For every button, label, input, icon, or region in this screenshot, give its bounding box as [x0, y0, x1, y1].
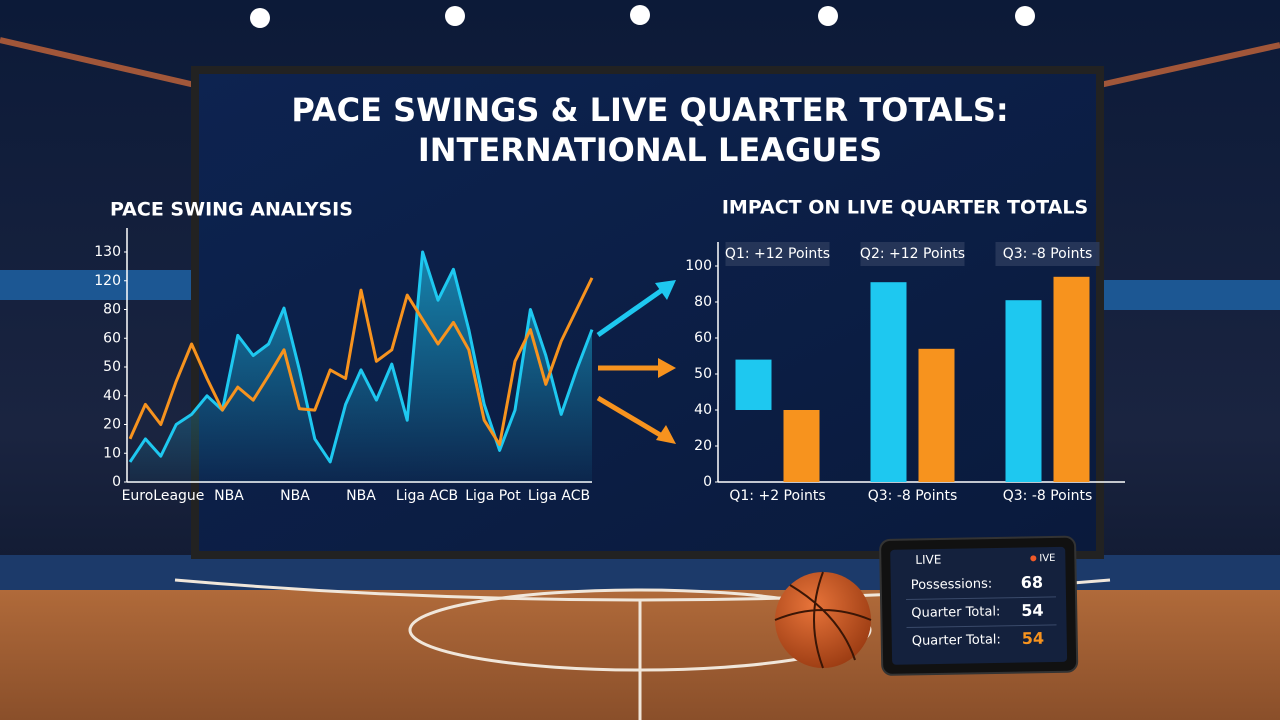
live-dot [1030, 555, 1037, 562]
x-tick-label: EuroLeague [122, 488, 205, 504]
y-tick-label: 20 [694, 438, 712, 454]
tablet-divider [906, 624, 1057, 629]
ceiling-lights [250, 5, 1035, 28]
basketball-seams [774, 571, 872, 669]
tablet-label: Possessions: [911, 577, 993, 593]
tablet-divider [906, 596, 1057, 601]
tablet-label: Quarter Total: [912, 632, 1001, 649]
y-tick-label: 120 [94, 273, 121, 289]
arena-band [0, 270, 195, 300]
y-tick-label: 0 [703, 474, 712, 490]
annotation: Q3: -8 Points [1003, 246, 1093, 262]
series-area [130, 252, 592, 482]
annotation-box [860, 242, 965, 266]
y-tick-label: 100 [685, 258, 712, 274]
chart-title: PACE SWING ANALYSIS [110, 199, 353, 221]
basketball [775, 572, 871, 668]
annotation: Q2: +12 Points [860, 246, 965, 262]
y-tick-label: 80 [103, 302, 121, 318]
arena-band [1100, 280, 1280, 310]
arena-light-strip [0, 37, 1280, 88]
x-tick-label: Q3: -8 Points [1003, 488, 1093, 504]
x-tick-label: Liga ACB [528, 488, 590, 504]
x-tick-label: NBA [346, 488, 376, 504]
title-line: PACE SWINGS & LIVE QUARTER TOTALS: [291, 91, 1008, 129]
bar [783, 410, 820, 482]
x-tick-label: NBA [214, 488, 244, 504]
tablet-value: 54 [1021, 601, 1044, 620]
title-line: INTERNATIONAL LEAGUES [418, 131, 882, 169]
tablet-value: 68 [1021, 573, 1044, 592]
flow-arrows [596, 280, 676, 444]
annotation-box [725, 242, 830, 266]
tablet-value: 54 [1022, 629, 1045, 648]
series-line [128, 277, 594, 447]
y-tick-label: 10 [103, 445, 121, 461]
y-tick-label: 60 [103, 330, 121, 346]
bar [1053, 276, 1090, 482]
x-tick-label: NBA [280, 488, 310, 504]
y-tick-label: 80 [694, 294, 712, 310]
y-tick-label: 130 [94, 244, 121, 260]
tablet-rows: Possessions: 68 Quarter Total: 54 Quarter To… [906, 573, 1057, 649]
bar [918, 348, 955, 482]
tablet-label: Quarter Total: [911, 604, 1000, 621]
series-line [128, 250, 594, 464]
charts: PACE SWING ANALYSIS 0 10 20 40 50 60 80 120 130 Eu… [94, 197, 1125, 504]
tablet-header: LIVE [915, 552, 941, 566]
y-tick-label: 50 [103, 359, 121, 375]
y-tick-label: 40 [694, 402, 712, 418]
x-tick-label: Liga ACB [396, 488, 458, 504]
annotation-box [995, 242, 1100, 266]
bar [1005, 300, 1042, 482]
y-tick-label: 50 [694, 366, 712, 382]
annotation: Q1: +12 Points [725, 246, 830, 262]
y-tick-label: 40 [103, 388, 121, 404]
tablet: LIVE IVE Possessions: 68 Quarter Total: 54 Q… [879, 535, 1079, 676]
x-tick-label: Q1: +2 Points [729, 488, 825, 504]
y-tick-label: 0 [112, 474, 121, 490]
x-tick-label: Liga Pot [465, 488, 521, 504]
chart-title: IMPACT ON LIVE QUARTER TOTALS [722, 197, 1088, 219]
bar [870, 282, 907, 482]
court-apron [0, 555, 1280, 590]
bar [735, 359, 772, 410]
y-tick-label: 20 [103, 417, 121, 433]
x-tick-label: Q3: -8 Points [868, 488, 958, 504]
live-badge: IVE [1039, 553, 1055, 564]
tablet-screen [890, 546, 1068, 665]
y-tick-label: 60 [694, 330, 712, 346]
